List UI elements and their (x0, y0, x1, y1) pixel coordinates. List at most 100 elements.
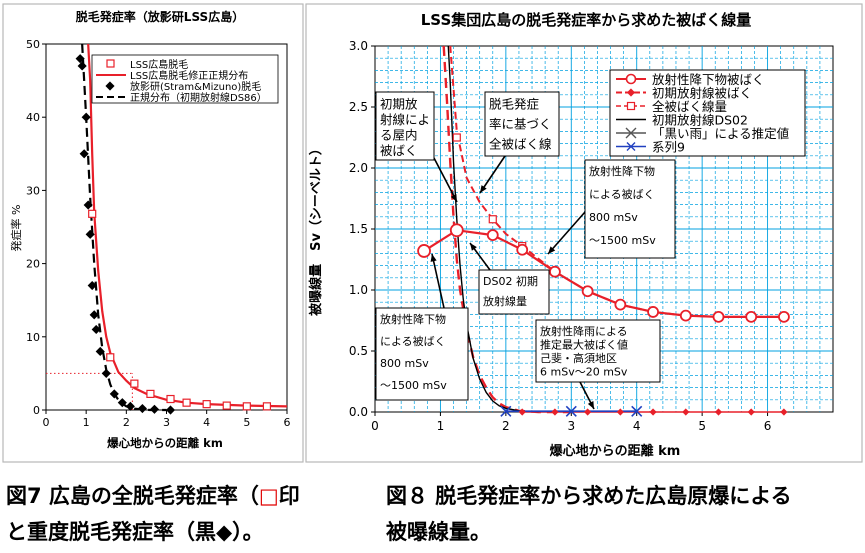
chart-fig8-annotation-text: る屋内 (380, 128, 418, 143)
chart-fig7-xtick-label: 3 (163, 416, 170, 429)
chart-fig8-xlabel: 爆心地からの距離 km (550, 443, 681, 459)
chart-fig8-annotation-text: 射線によ (380, 112, 430, 127)
chart-fig7-ytick-label: 20 (26, 258, 40, 271)
chart-fig8-title: LSS集団広島の脱毛発症率から求めた被ばく線量 (421, 11, 752, 29)
chart-fig8-annotation-text: 800 mSv (380, 357, 429, 370)
chart-fig8-legend-label: 初期放射線DS02 (652, 113, 748, 128)
chart-fig7-series-lss-hair-loss-point (242, 402, 251, 411)
chart-fig7-xtick-label: 0 (43, 416, 50, 429)
chart-fig8-ytick-label: 2.0 (349, 161, 368, 175)
chart-fig8-annotation-text: 初期放 (380, 97, 418, 112)
chart-fig8-annotation-arrowhead (430, 254, 437, 262)
chart-fig8-ytick-label: 2.5 (349, 100, 368, 114)
chart-fig7-series-rerf-diamond-point (109, 389, 119, 399)
chart-fig7-legend-label: LSS広島脱毛 (130, 58, 188, 71)
chart-fig7-series-rerf-diamond-point (87, 280, 97, 291)
chart-fig8-series-9-diamond-point (616, 408, 624, 416)
chart-fig8-series-9-diamond-point (682, 408, 690, 416)
chart-fig7-xtick-label: 6 (284, 416, 291, 429)
chart-fig8-ytick-label: 3.0 (349, 39, 368, 53)
chart-fig7-xtick-label: 5 (243, 416, 250, 429)
chart-fig7-series-lss-hair-loss-point (166, 394, 175, 404)
chart-fig7-series-rerf-diamond-point (81, 112, 91, 122)
chart-fig8-series-9-diamond-point (584, 408, 592, 416)
chart-fig8-legend-initial-diamond-icon (626, 88, 636, 97)
chart-fig8-series-fallout-circle-point (614, 298, 627, 311)
chart-fig7-series-rerf-diamond-point (79, 149, 89, 159)
chart-fig7-legend-label: LSS広島脱毛修正正規分布 (130, 69, 248, 82)
chart-fig8-xtick-label: 2 (502, 419, 510, 433)
chart-fig8-annotation-arrowhead (480, 185, 487, 193)
chart-fig8-xtick-label: 5 (698, 419, 706, 433)
chart-fig8-annotation-arrowhead (587, 401, 594, 409)
chart-fig8-annotation-arrow (547, 211, 586, 255)
chart-fig8-annotation-text: 全被ばく線 (489, 137, 552, 152)
chart-fig7-xlabel: 爆心地からの距離 km (107, 436, 223, 450)
chart-fig8-legend-label: 「黒い雨」による推定値 (652, 126, 789, 141)
chart-fig8-series-fallout-circle-point (486, 229, 499, 242)
chart-fig8-legend-total-square-icon (626, 101, 636, 111)
chart-fig8-legend-label: 系列9 (652, 140, 685, 155)
chart-fig8-ytick-label: 0.5 (349, 344, 368, 358)
chart-fig8-annotation-text: 放射性降雨による (540, 324, 628, 338)
chart-fig8-ytick-label: 1.5 (349, 222, 368, 236)
chart-fig8-series-fallout-circle-point (516, 243, 529, 256)
chart-fig8-series-9-diamond-point (551, 408, 559, 416)
chart-fig8-series-black-rain-cross-point (631, 405, 643, 417)
chart-fig8-series-total-dose-square-point (452, 133, 461, 142)
chart-fig7-legend-box (91, 54, 279, 104)
chart-fig7-series-lss-hair-loss-point (222, 401, 231, 410)
chart-fig7-legend-label: 正規分布（初期放射線DS86） (130, 91, 267, 104)
chart-fig8-ytick-label: 1.0 (349, 283, 368, 297)
chart-fig7-ylabel: 発症率 % (9, 205, 23, 252)
chart-fig8-annotation-box (478, 269, 550, 315)
chart-fig8-annotation-text: 放射性降下物 (589, 164, 655, 178)
fig7-caption-line1: 図7 広島の全脱毛発症率（□印 (6, 476, 300, 516)
chart-fig8-annotation-text: 己斐・高須地区 (540, 351, 617, 365)
chart-fig7-series-rerf-diamond-point (117, 398, 127, 408)
chart-fig8-annotation-text: DS02 初期 (483, 274, 538, 288)
chart-fig8-ytick-label: 0.0 (349, 405, 368, 419)
chart-fig8-annotation-arrow (433, 157, 458, 203)
chart-fig8-xtick-label: 0 (371, 419, 379, 433)
chart-fig7-series-rerf-diamond-point (91, 324, 101, 335)
chart-fig8-ylabel: 被曝線量 Sv（シーベルト） (308, 142, 324, 317)
chart-fig8-series-fallout-circle-point (745, 310, 758, 323)
chart-fig8-series-fallout-circle-point (679, 309, 692, 322)
chart-fig8-legend-series9-cross-icon (626, 142, 636, 151)
chart-fig8-annotation-text: 800 mSv (589, 211, 638, 224)
chart-fig7-series-rerf-diamond-point (125, 401, 135, 411)
chart-fig8-series-black-rain-cross-point (565, 405, 577, 417)
fig7-caption-line2: と重度脱毛発症率（黒◆）。 (6, 520, 264, 544)
chart-fig7-series-lss-hair-loss-point (146, 389, 155, 398)
chart-fig8-annotation-arrow (479, 155, 506, 194)
chart-fig7-series-rerf-diamond-point (101, 368, 111, 378)
chart-fig8-annotation-text: による被ばく (380, 335, 446, 348)
chart-fig8-annotation-text: 推定最大被ばく値 (540, 338, 628, 352)
chart-fig7-ytick-label: 40 (26, 111, 40, 124)
chart-fig7-series-lss-hair-loss-point (88, 209, 97, 218)
chart-fig7-series-lss-hair-loss-point (182, 398, 191, 407)
open-square-icon: □ (258, 484, 279, 508)
chart-fig8-series-initial-radiation-dashed-line (442, 45, 572, 414)
chart-fig8-series-9-diamond-point (747, 408, 755, 416)
chart-fig8-annotation-box (584, 159, 676, 259)
chart-fig8-series-fallout-circle-point (417, 244, 431, 258)
chart-fig8-series-9-diamond-point (714, 408, 723, 416)
chart-fig7-title: 脱毛発症率（放影研LSS広島） (76, 9, 244, 24)
chart-fig8: LSS集団広島の脱毛発症率から求めた被ばく線量 0 1 2 3 4 5 6 0.0 0.5 1.0… (305, 3, 863, 463)
chart-fig8-annotation-text: 〜1500 mSv (380, 379, 447, 392)
chart-fig7-series-lss-hair-loss-point (202, 400, 211, 409)
chart-fig7-legend-square-icon (106, 59, 115, 68)
chart-fig8-annotation-text: 率に基づく (489, 117, 552, 132)
fig8-caption-line2: 被曝線量。 (386, 520, 491, 544)
chart-fig8-legend-box (609, 69, 806, 157)
chart-fig8-annotation-box (375, 307, 469, 401)
chart-fig8-series-fallout-circle-point (449, 223, 464, 238)
chart-fig8-annotation-arrowhead (548, 246, 556, 254)
chart-fig8-series-ds02-line (447, 45, 539, 413)
chart-fig8-legend-label: 初期放射線被ばく (652, 86, 752, 101)
